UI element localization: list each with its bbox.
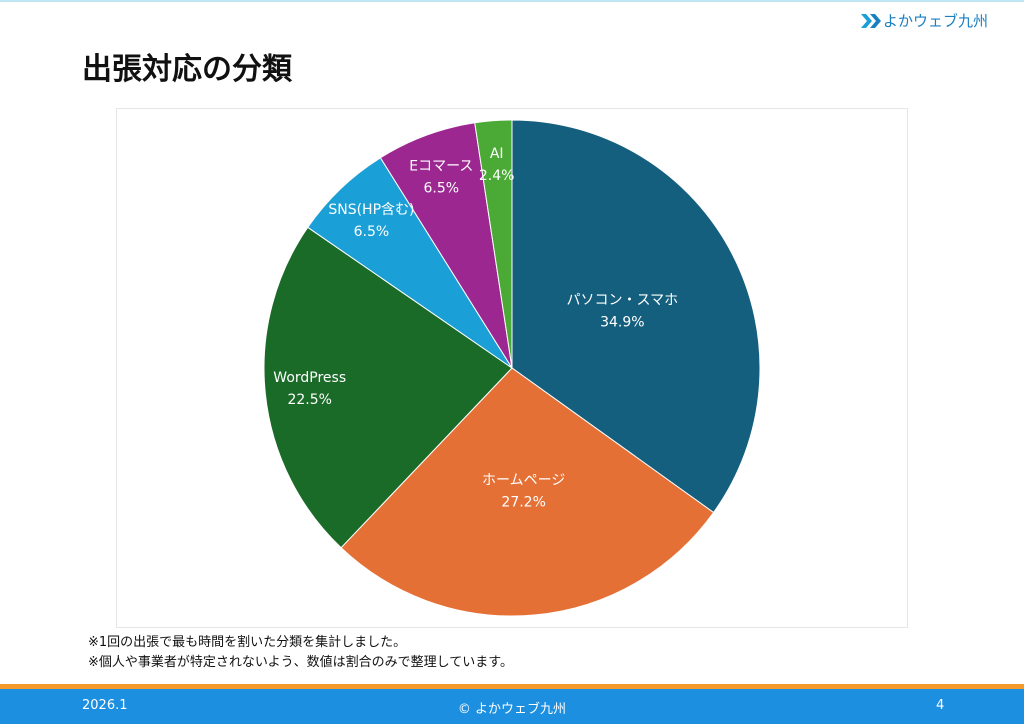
slice-value-label: 27.2% [501, 494, 545, 510]
slice-value-label: 22.5% [287, 392, 331, 408]
pie-slice [263, 226, 513, 549]
page-number: 4 [936, 698, 945, 713]
top-border [0, 0, 1024, 2]
slice-label: SNS(HP含む) [328, 202, 414, 218]
slice-label: WordPress [273, 370, 346, 386]
slice-value-label: 2.4% [479, 168, 515, 184]
logo-text: よかウェブ九州 [882, 12, 988, 30]
slice-label: Eコマース [409, 158, 473, 174]
logo: よかウェブ九州 [860, 10, 988, 31]
chart-frame [116, 108, 908, 628]
footer-accent [0, 684, 1024, 689]
footer: 2026.1 © よかウェブ九州 4 [0, 689, 1024, 724]
note: ※1回の出張で最も時間を割いた分類を集計しました。 [88, 635, 407, 650]
slice-value-label: 6.5% [354, 224, 390, 240]
chart: パソコン・スマホ 34.9% ホームページ 27.2% WordPress 22.5% SN… [263, 119, 761, 617]
pie-slice [511, 119, 761, 514]
slice-label: AI [490, 146, 504, 162]
logo-icon [860, 13, 881, 28]
pie-slice [474, 119, 513, 369]
note: ※個人や事業者が特定されないよう、数値は割合のみで整理しています。 [88, 655, 513, 670]
slide-title: 出張対応の分類 [82, 52, 292, 87]
slice-value-label: 6.5% [424, 180, 460, 196]
footer-date: 2026.1 [82, 698, 128, 713]
slice-value-label: 34.9% [600, 314, 644, 330]
notes: ※1回の出張で最も時間を割いた分類を集計しました。 ※個人や事業者が特定されない… [88, 633, 513, 673]
pie-slice [340, 367, 715, 617]
slice-label: ホームページ [482, 472, 565, 488]
footer-copyright: © よかウェブ九州 [457, 702, 567, 717]
slice-label: パソコン・スマホ [567, 292, 679, 308]
